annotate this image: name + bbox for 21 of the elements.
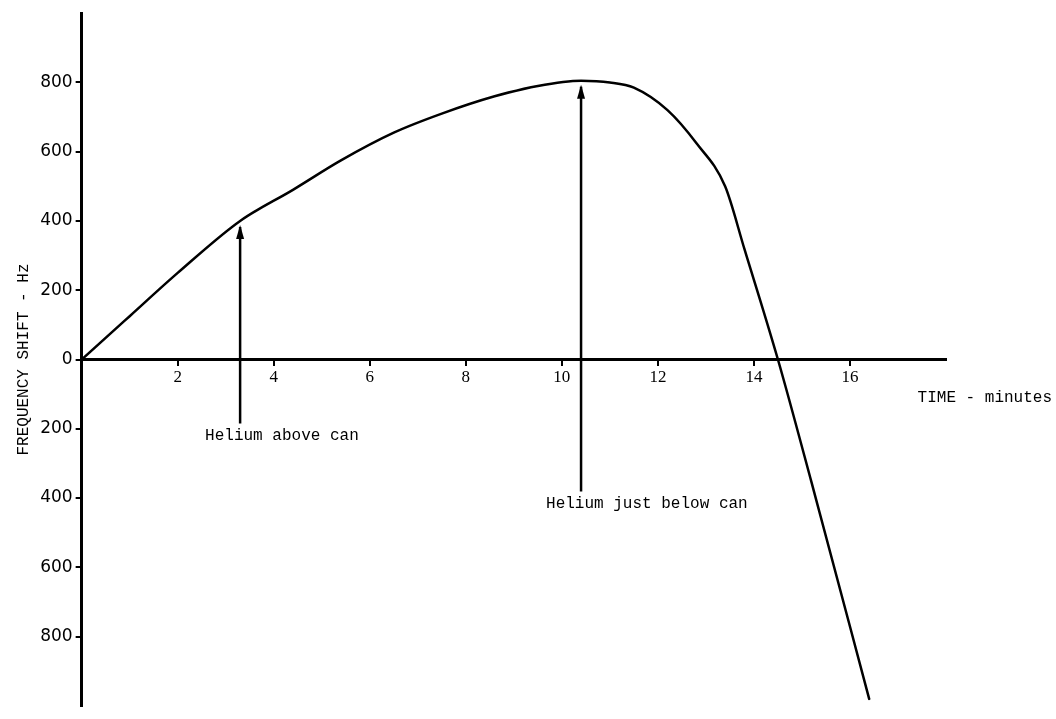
x-tick-label: 8 — [461, 367, 471, 387]
y-axis-title: FREQUENCY SHIFT - Hz — [14, 263, 33, 456]
y-tick-label: 400 — [40, 209, 73, 230]
annotation: Helium above can — [205, 426, 359, 445]
x-axis-title: TIME - minutes — [917, 388, 1052, 407]
x-tick-label: 14 — [745, 367, 763, 387]
annotation: Helium just below can — [546, 494, 748, 513]
y-tick-label: 400 — [40, 486, 73, 507]
x-tick-label: 4 — [269, 367, 279, 387]
y-tick-label: 600 — [40, 555, 73, 576]
y-tick-label: 200 — [40, 278, 73, 299]
y-tick-label: 200 — [40, 417, 73, 438]
x-tick-label: 16 — [841, 367, 859, 387]
x-tick-label: 12 — [649, 367, 667, 387]
x-tick-label: 6 — [365, 367, 375, 387]
x-tick-label: 2 — [173, 367, 182, 387]
y-tick-label: 800 — [40, 624, 73, 645]
y-tick-label: 600 — [40, 140, 73, 161]
y-tick-label: 800 — [40, 70, 73, 91]
y-tick-label: 0 — [61, 347, 73, 368]
x-tick-label: 10 — [553, 367, 571, 387]
